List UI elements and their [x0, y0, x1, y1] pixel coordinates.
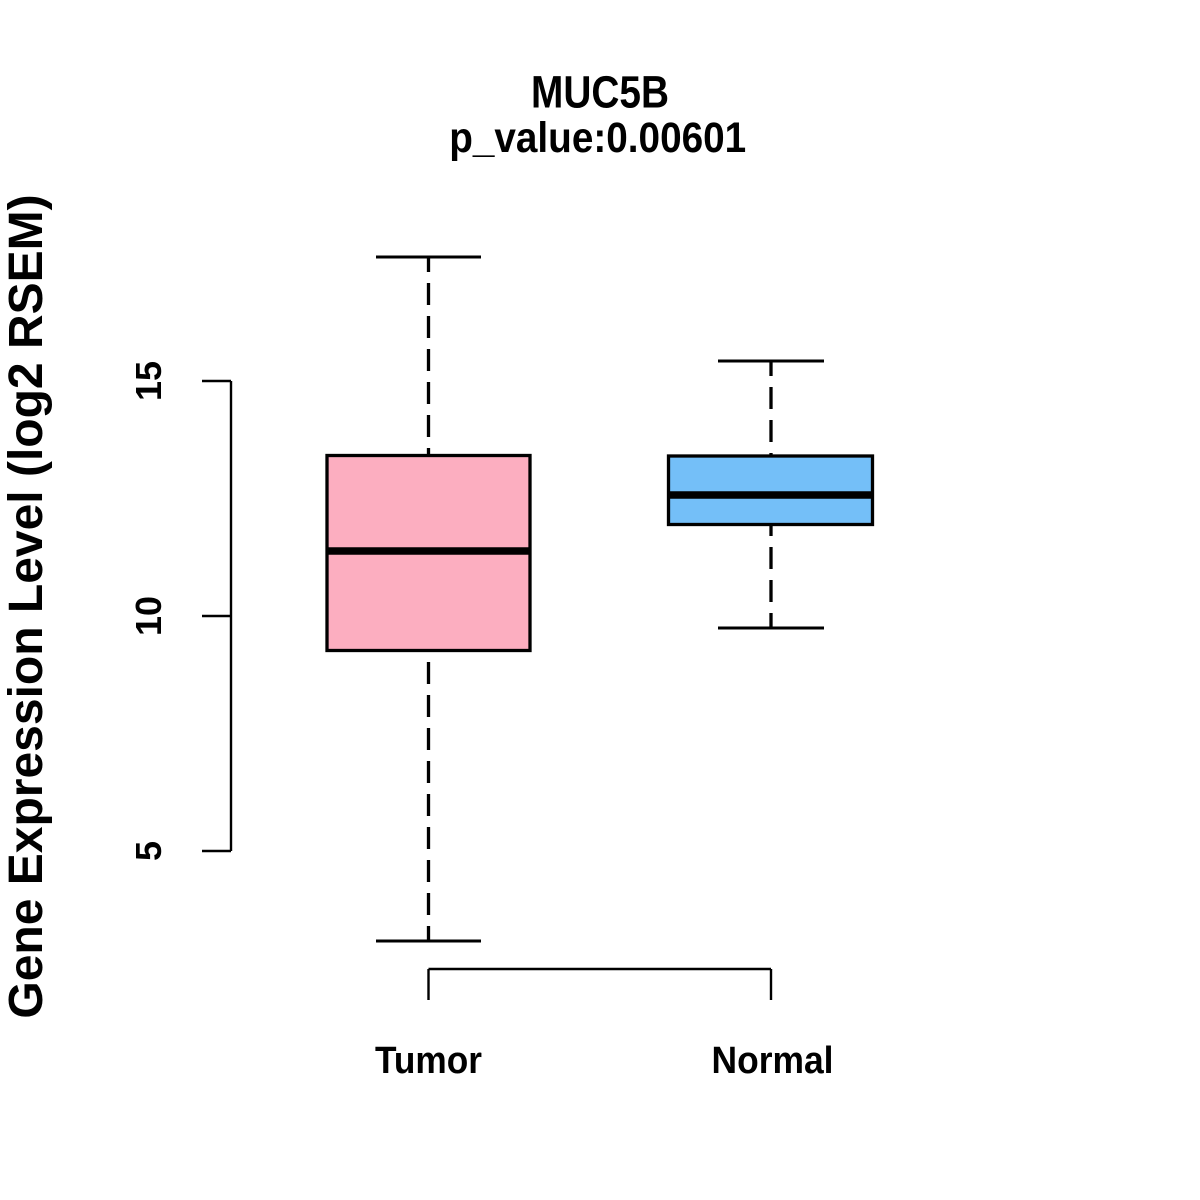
- svg-text:MUC5B: MUC5B: [531, 67, 669, 118]
- svg-text:5: 5: [128, 841, 169, 861]
- svg-text:Normal: Normal: [712, 1040, 834, 1082]
- svg-text:15: 15: [128, 361, 169, 401]
- svg-text:10: 10: [128, 596, 169, 636]
- svg-text:Gene Expression Level (log2 RS: Gene Expression Level (log2 RSEM): [0, 194, 53, 1018]
- svg-text:Tumor: Tumor: [375, 1040, 482, 1082]
- svg-text:p_value:0.00601: p_value:0.00601: [449, 114, 746, 162]
